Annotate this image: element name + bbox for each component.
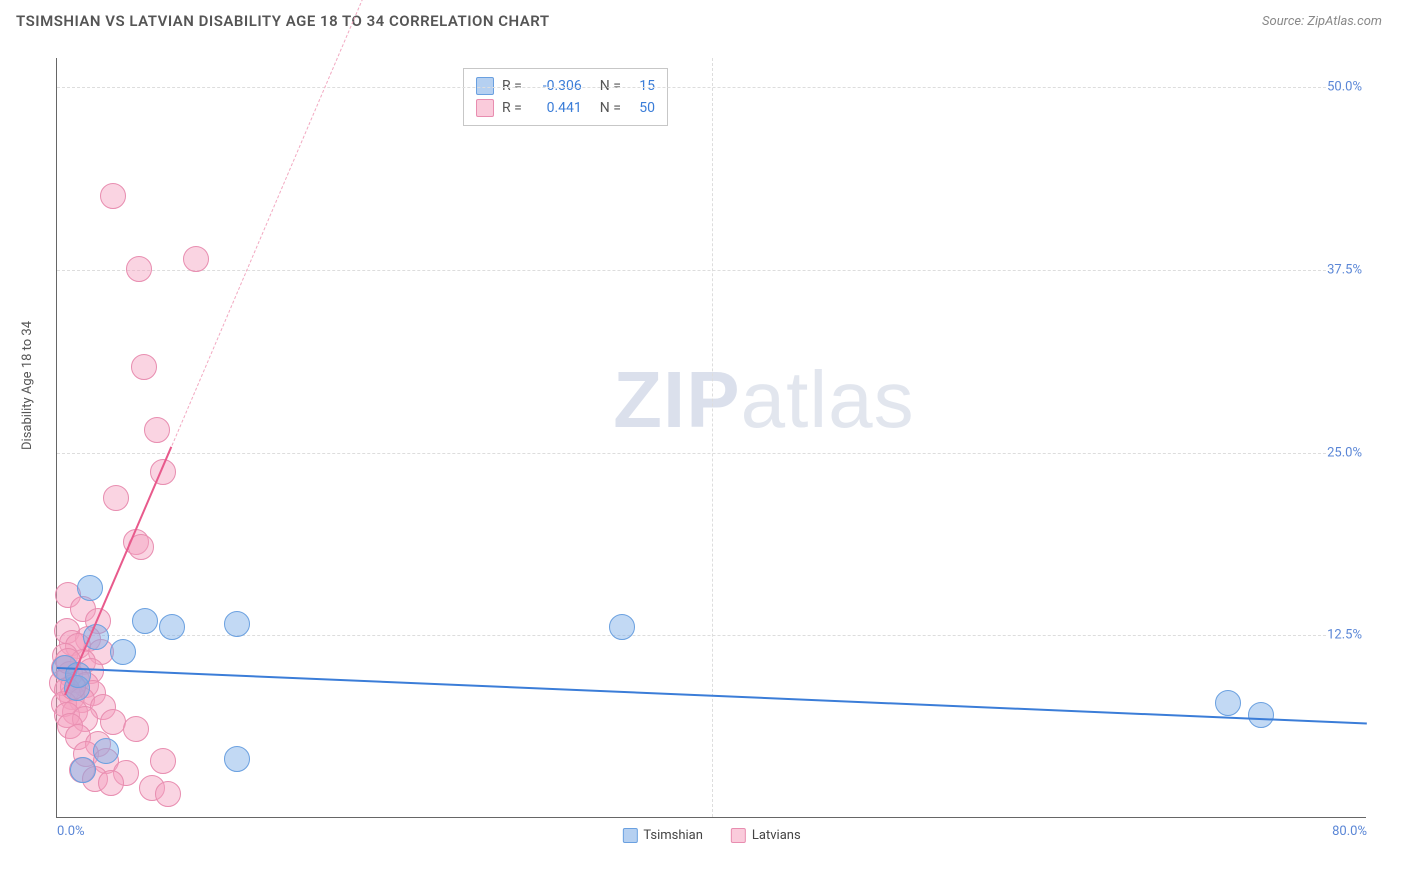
trend-line <box>171 0 368 446</box>
data-point <box>150 748 176 774</box>
legend-swatch <box>622 828 637 843</box>
r-label: R = <box>502 75 522 97</box>
r-label: R = <box>502 97 522 119</box>
legend-item: Tsimshian <box>622 828 703 843</box>
series-legend: Tsimshian Latvians <box>622 828 800 843</box>
chart-container: Disability Age 18 to 34 ZIPatlas R =-0.3… <box>48 50 1388 860</box>
n-value: 50 <box>629 97 655 119</box>
legend-item: Latvians <box>731 828 801 843</box>
data-point <box>100 183 126 209</box>
data-point <box>609 614 635 640</box>
x-tick-label: 0.0% <box>57 824 85 839</box>
data-point <box>98 770 124 796</box>
data-point <box>83 624 109 650</box>
data-point <box>224 611 250 637</box>
legend-swatch <box>476 77 494 95</box>
n-value: 15 <box>629 75 655 97</box>
n-label: N = <box>600 75 621 97</box>
y-tick-label: 25.0% <box>1327 445 1368 460</box>
data-point <box>93 738 119 764</box>
n-label: N = <box>600 97 621 119</box>
data-point <box>183 246 209 272</box>
r-value: 0.441 <box>530 97 582 119</box>
correlation-legend: R = -0.306 N = 15 R = 0.441 N = 50 <box>463 68 668 126</box>
data-point <box>77 575 103 601</box>
data-point <box>159 614 185 640</box>
data-point <box>1215 690 1241 716</box>
data-point <box>123 716 149 742</box>
data-point <box>131 354 157 380</box>
data-point <box>1248 702 1274 728</box>
data-point <box>144 417 170 443</box>
legend-row: R = 0.441 N = 50 <box>476 97 655 119</box>
r-value: -0.306 <box>530 75 582 97</box>
gridline-vertical <box>712 58 713 817</box>
legend-swatch <box>731 828 746 843</box>
legend-row: R = -0.306 N = 15 <box>476 75 655 97</box>
data-point <box>126 256 152 282</box>
data-point <box>70 757 96 783</box>
y-tick-label: 50.0% <box>1327 80 1368 95</box>
source-attribution: Source: ZipAtlas.com <box>1262 14 1382 29</box>
legend-swatch <box>476 99 494 117</box>
legend-label: Tsimshian <box>643 828 703 843</box>
y-axis-label: Disability Age 18 to 34 <box>20 321 35 450</box>
data-point <box>224 746 250 772</box>
chart-title: TSIMSHIAN VS LATVIAN DISABILITY AGE 18 T… <box>16 12 550 30</box>
y-tick-label: 37.5% <box>1327 262 1368 277</box>
data-point <box>132 608 158 634</box>
y-tick-label: 12.5% <box>1327 628 1368 643</box>
data-point <box>110 639 136 665</box>
scatter-plot: ZIPatlas R =-0.306N =15R =0.441N =50 Tsi… <box>56 58 1366 818</box>
data-point <box>103 485 129 511</box>
x-tick-label: 80.0% <box>1332 824 1367 839</box>
legend-label: Latvians <box>752 828 801 843</box>
watermark: ZIPatlas <box>613 354 914 446</box>
data-point <box>155 781 181 807</box>
